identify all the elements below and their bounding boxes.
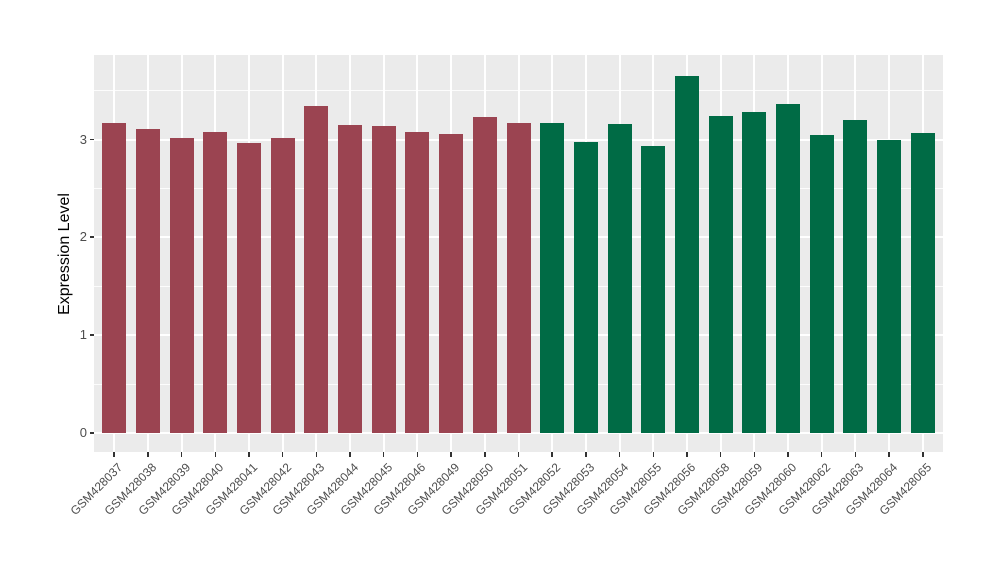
bar-GSM428054 (607, 123, 632, 433)
x-tick-mark (349, 452, 351, 457)
bar-GSM428040 (203, 131, 228, 433)
bar-GSM428044 (338, 124, 363, 433)
y-tick-mark (89, 334, 94, 336)
x-tick-mark (484, 452, 486, 457)
x-tick-mark (147, 452, 149, 457)
y-tick-mark (89, 236, 94, 238)
x-tick-mark (180, 452, 183, 457)
bar-GSM428058 (708, 116, 733, 433)
bar-GSM428038 (135, 128, 160, 433)
bar-GSM428042 (270, 137, 295, 433)
y-tick-label: 0 (79, 425, 87, 440)
x-tick-mark (517, 452, 520, 457)
x-tick-mark (214, 452, 217, 457)
bar-GSM428039 (169, 137, 194, 433)
x-tick-mark (248, 452, 250, 457)
bar-GSM428055 (641, 146, 666, 433)
y-tick-mark (89, 432, 94, 434)
bar-GSM428045 (371, 125, 396, 433)
x-tick-mark (618, 452, 621, 457)
bar-GSM428059 (742, 112, 767, 433)
y-tick-label: 1 (79, 327, 87, 343)
x-tick-mark (315, 452, 318, 457)
bar-GSM428049 (439, 133, 464, 433)
x-tick-mark (686, 452, 688, 457)
x-tick-mark (888, 452, 890, 457)
x-tick-mark (382, 452, 385, 457)
y-tick-label: 2 (79, 229, 87, 245)
bar-GSM428041 (236, 142, 261, 433)
bar-GSM428065 (910, 132, 935, 433)
x-tick-mark (854, 452, 857, 457)
bar-GSM428064 (877, 139, 902, 433)
bar-GSM428050 (472, 117, 497, 433)
bar-GSM428062 (809, 134, 834, 433)
bar-GSM428037 (102, 122, 127, 433)
bar-GSM428053 (573, 141, 598, 433)
plot-panel (94, 55, 943, 452)
x-tick-mark (820, 452, 823, 457)
bar-GSM428063 (843, 120, 868, 433)
x-tick-mark (551, 452, 553, 457)
y-tick-mark (89, 138, 94, 141)
x-tick-mark (922, 452, 924, 457)
bar-GSM428056 (674, 76, 699, 433)
x-tick-mark (585, 452, 587, 457)
bar-GSM428046 (405, 131, 430, 433)
y-axis-title-text: Expression Level (56, 193, 73, 315)
x-tick-mark (787, 452, 789, 457)
x-tick-mark (416, 452, 419, 457)
x-tick-mark (652, 452, 654, 457)
bar-GSM428043 (304, 106, 329, 433)
y-tick-label: 3 (79, 131, 87, 147)
x-tick-mark (113, 452, 115, 457)
x-tick-mark (450, 452, 452, 457)
bar-GSM428060 (776, 104, 801, 433)
x-tick-mark (753, 452, 756, 457)
x-tick-mark (719, 452, 722, 457)
bar-GSM428051 (506, 122, 531, 433)
bar-GSM428052 (540, 122, 565, 433)
x-tick-mark (281, 452, 284, 457)
